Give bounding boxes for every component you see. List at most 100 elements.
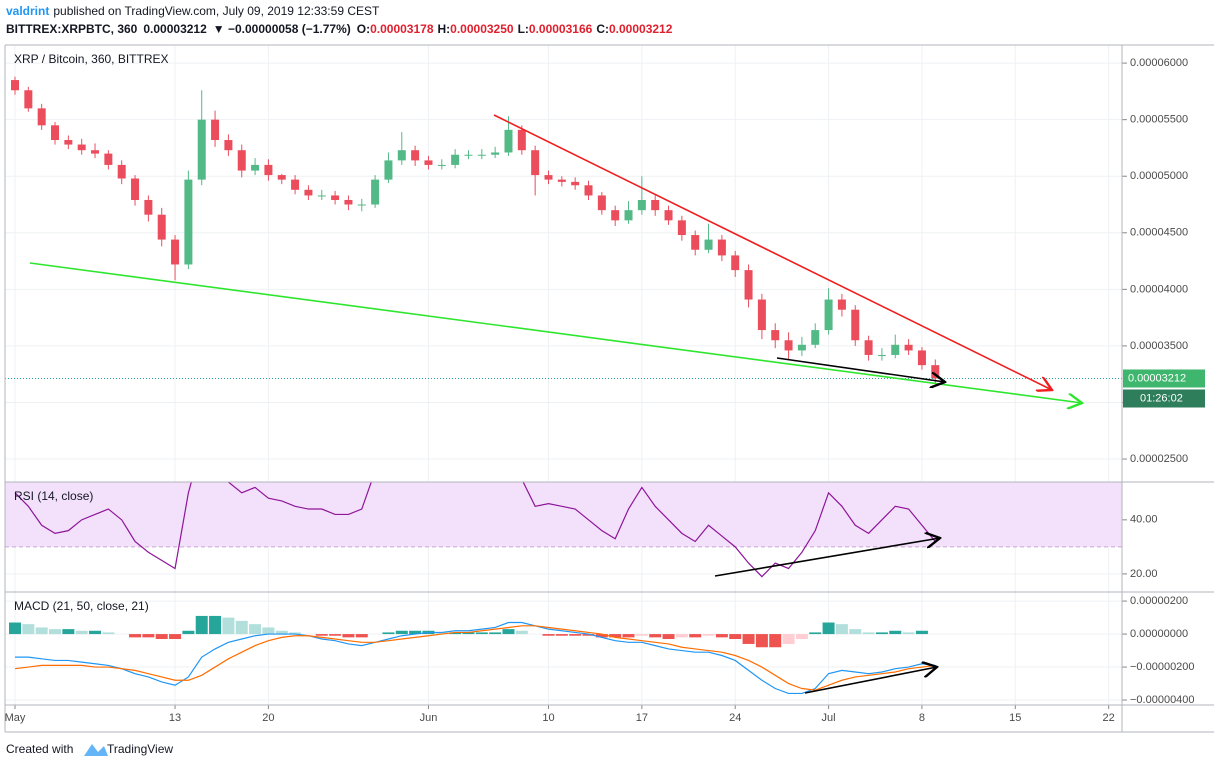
pane: [5, 592, 1122, 705]
x-tick-label: Jul: [822, 712, 836, 724]
histogram-bar: [289, 632, 302, 635]
candle-body: [837, 299, 846, 310]
trend-line: [493, 114, 1052, 390]
histogram-bar: [475, 632, 488, 635]
candle-body: [877, 354, 886, 356]
symbol: BITTREX:XRPBTC, 360: [6, 22, 138, 36]
candle-body: [104, 153, 113, 165]
candle-body: [277, 175, 286, 180]
candle-body: [331, 195, 340, 200]
histogram-bar: [689, 634, 702, 638]
histogram-bar: [889, 630, 902, 635]
candle-body: [717, 239, 726, 256]
candle-body: [37, 108, 46, 126]
histogram-bar: [89, 630, 102, 635]
histogram-bar: [795, 634, 808, 640]
candle-body: [611, 210, 620, 221]
countdown: 01:26:02: [1140, 392, 1183, 404]
candle-body: [531, 150, 540, 176]
candle-body: [411, 150, 420, 161]
candle-body: [117, 164, 126, 179]
histogram-bar: [862, 632, 875, 635]
y-tick-label: −0.00000400: [1130, 694, 1195, 706]
histogram-bar: [129, 634, 142, 638]
candle-body: [544, 175, 553, 180]
candle-body: [904, 344, 913, 351]
y-tick-label: 0.00000000: [1130, 628, 1188, 640]
histogram-bar: [515, 630, 528, 635]
x-tick-label: 24: [729, 712, 741, 724]
candle-body: [77, 144, 86, 151]
candle-body: [371, 179, 380, 205]
header-line: valdrint published on TradingView.com, Ju…: [6, 4, 380, 18]
published: published on TradingView.com, July 09, 2…: [53, 4, 380, 18]
candle-body: [784, 340, 793, 351]
last-price-label: 0.00003212: [1128, 372, 1186, 384]
x-tick-label: 10: [542, 712, 554, 724]
ohlc-label: H:: [438, 22, 451, 36]
candle-body: [131, 178, 140, 200]
x-tick-label: 20: [262, 712, 274, 724]
ohlc-label: C:: [596, 22, 609, 36]
y-tick-label: 40.00: [1130, 514, 1158, 526]
footer-brand[interactable]: TradingView: [107, 742, 173, 756]
countdown-box: [1123, 389, 1205, 408]
histogram-bar: [569, 634, 582, 636]
histogram-bar: [62, 629, 75, 635]
candle-body: [797, 344, 806, 351]
candle-body: [744, 270, 753, 300]
candle-body: [184, 179, 193, 265]
y-tick-label: 0.00000200: [1130, 595, 1188, 607]
histogram-bar: [609, 634, 622, 638]
candle-body: [637, 199, 646, 211]
y-tick-label: 0.00005000: [1130, 170, 1188, 182]
candle-body: [144, 199, 153, 215]
series-line: [15, 621, 936, 695]
footer-text: Created with: [6, 742, 73, 756]
ohlc-value: 0.00003178: [370, 22, 434, 36]
candle-body: [451, 154, 460, 165]
candle-body: [491, 152, 500, 155]
change: ▼ −0.00000058 (−1.77%): [213, 22, 351, 36]
candle-body: [664, 210, 673, 221]
candle-body: [557, 179, 566, 182]
histogram-bar: [449, 632, 462, 635]
candle-body: [851, 309, 860, 341]
histogram-bar: [729, 634, 742, 640]
y-tick-label: 0.00005500: [1130, 114, 1188, 126]
histogram-bar: [822, 622, 835, 635]
candle-body: [811, 330, 820, 345]
y-tick-label: 0.00003500: [1130, 340, 1188, 352]
histogram-bar: [849, 629, 862, 635]
x-tick-label: 13: [169, 712, 181, 724]
pane-title: RSI (14, close): [14, 489, 93, 503]
histogram-bar: [342, 634, 355, 638]
candle-body: [891, 344, 900, 355]
histogram-bar: [195, 615, 208, 635]
histogram-bar: [155, 634, 168, 640]
histogram-bar: [262, 627, 275, 635]
candle-body: [597, 195, 606, 211]
logo: [84, 744, 108, 756]
histogram-bar: [675, 634, 688, 638]
histogram-bar: [649, 634, 662, 638]
histogram-bar: [622, 634, 635, 638]
candle-body: [691, 235, 700, 250]
candle-body: [624, 210, 633, 221]
histogram-bar: [142, 634, 155, 638]
histogram-bar: [169, 634, 182, 640]
histogram-bar: [275, 630, 288, 635]
ohlc-label: L:: [518, 22, 529, 36]
histogram-bar: [555, 634, 568, 636]
candle-body: [264, 164, 273, 176]
x-tick-label: 17: [636, 712, 648, 724]
candle-body: [211, 119, 220, 141]
histogram-bar: [22, 624, 35, 635]
candle-body: [571, 181, 580, 186]
histogram-bar: [249, 624, 262, 635]
candle-body: [224, 140, 233, 151]
histogram-bar: [769, 634, 782, 648]
symbol-line: BITTREX:XRPBTC, 360 0.00003212 ▼ −0.000000…: [6, 22, 673, 36]
histogram-bar: [462, 632, 475, 635]
candle-body: [64, 140, 73, 145]
